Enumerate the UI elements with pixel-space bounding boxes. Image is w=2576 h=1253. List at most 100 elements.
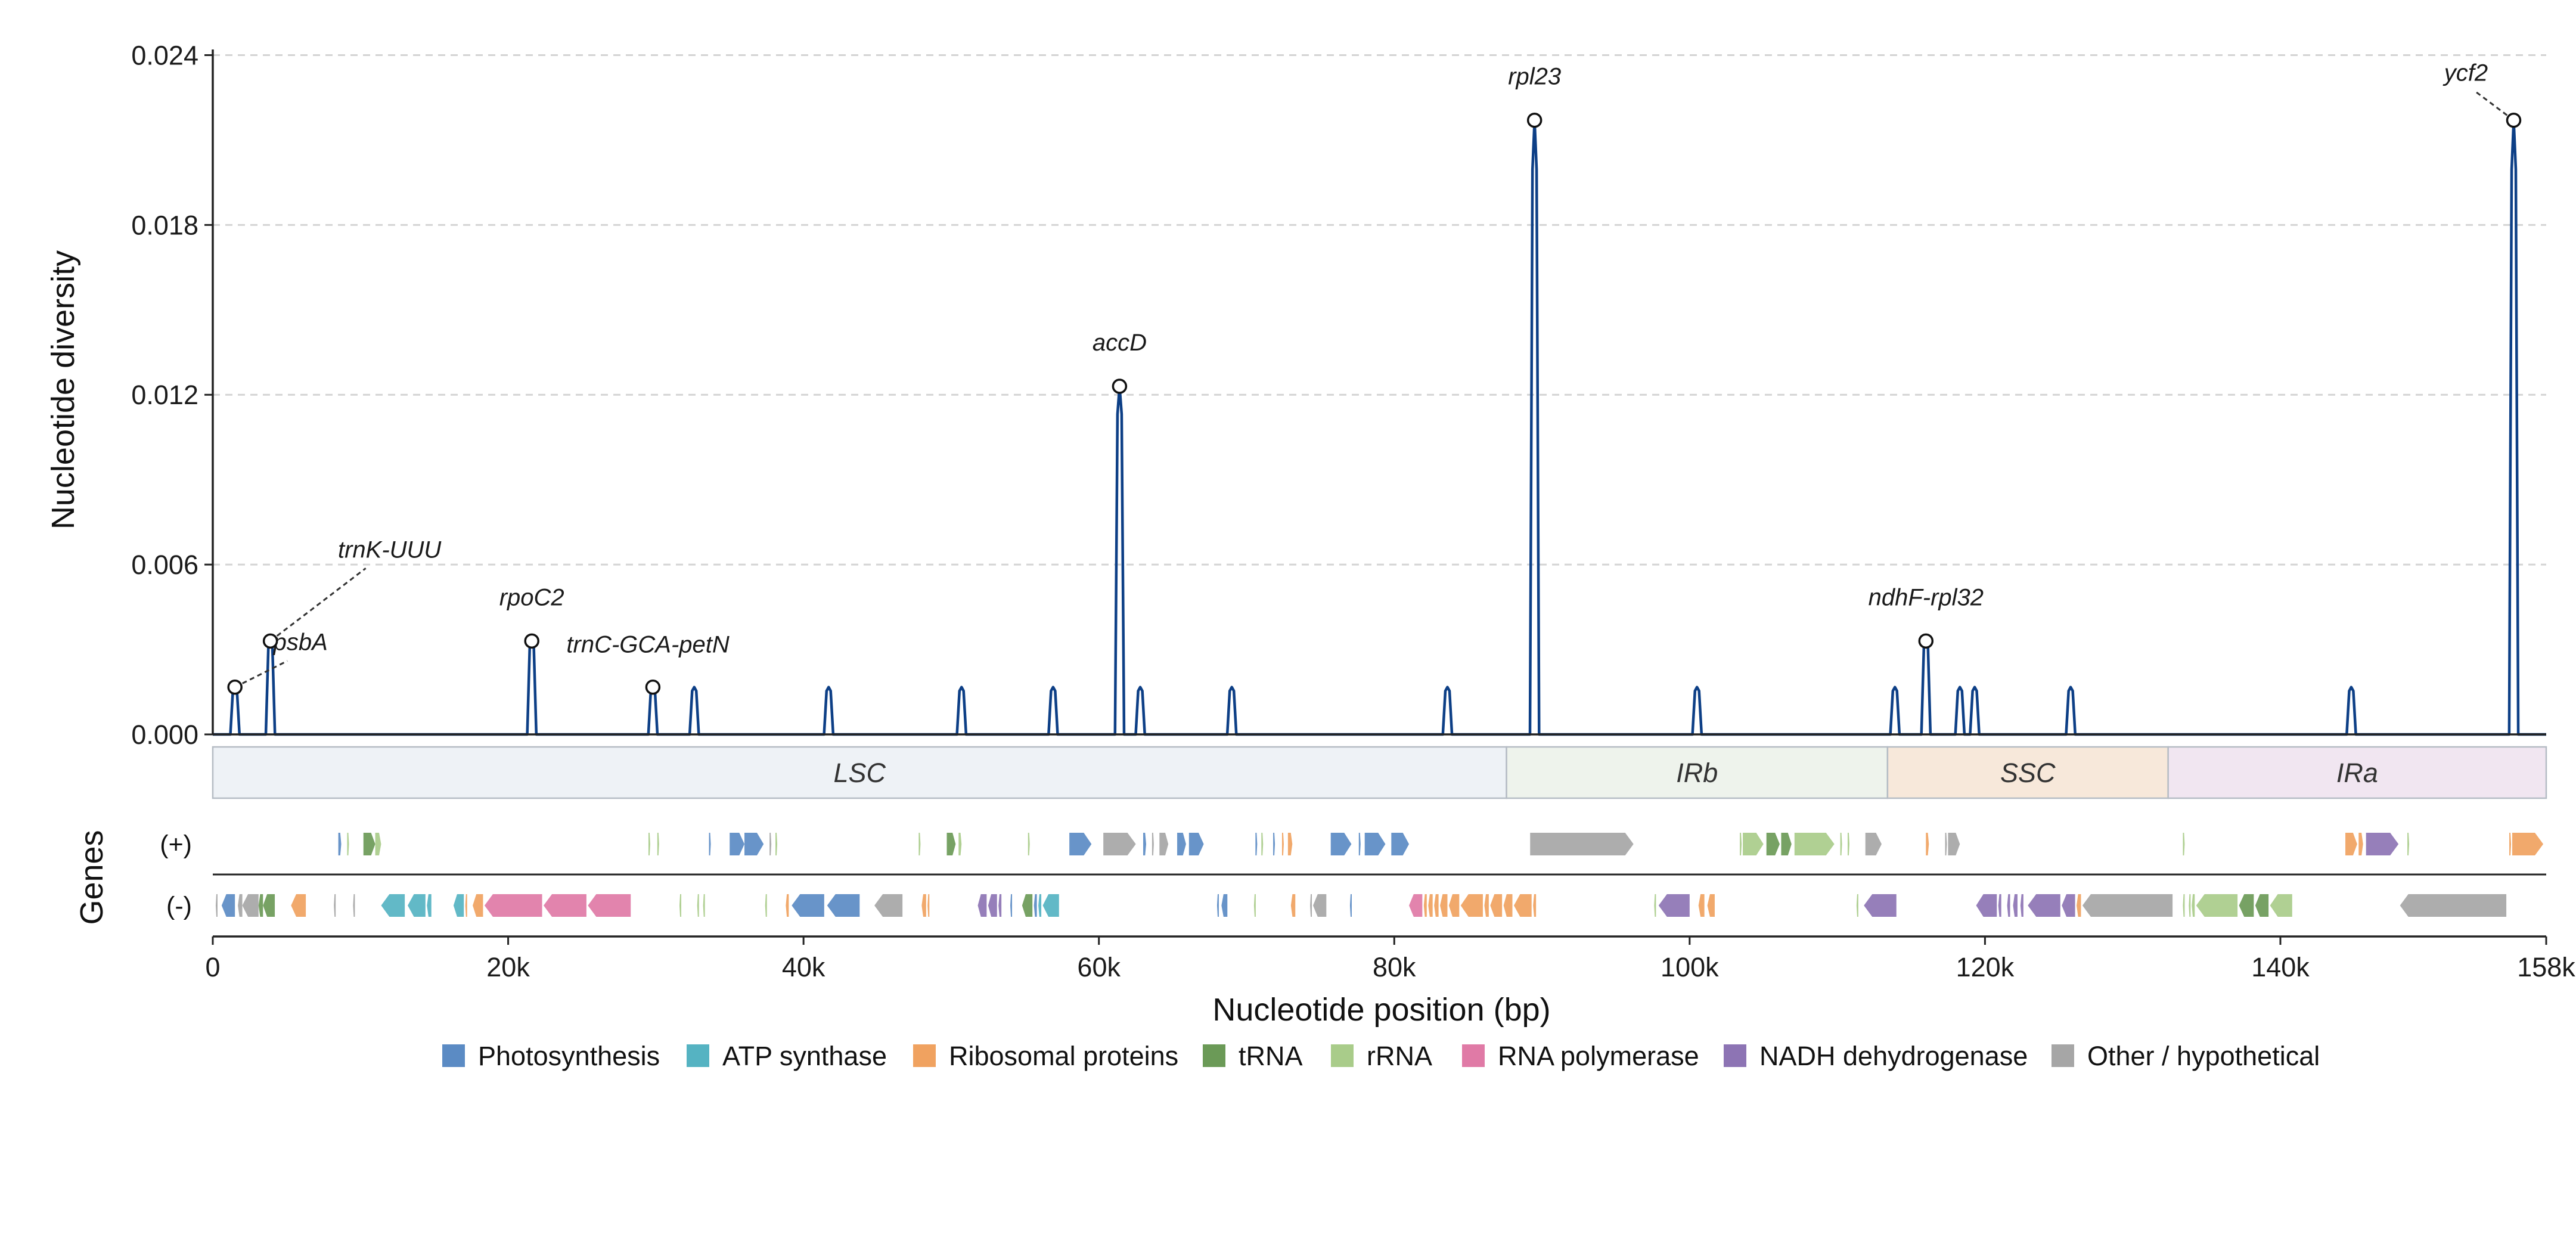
peak-marker: [1526, 112, 1543, 128]
gene-feature: [334, 894, 336, 917]
gene-feature: [1440, 894, 1448, 917]
gene-feature: [408, 894, 426, 917]
gene-feature: [1177, 833, 1186, 855]
annotation-leader: [234, 660, 288, 688]
gene-feature: [2407, 833, 2410, 855]
gene-feature: [1188, 833, 1204, 855]
gene-feature: [1409, 894, 1423, 917]
gene-feature: [1740, 833, 1742, 855]
gene-feature: [2400, 894, 2507, 917]
gene-feature: [363, 833, 375, 855]
gene-feature: [2077, 894, 2081, 917]
gene-feature: [484, 894, 542, 917]
gene-feature: [238, 894, 243, 917]
gene-feature: [2020, 894, 2023, 917]
region-irb: [1506, 746, 1889, 799]
gene-feature: [1434, 894, 1439, 917]
gene-feature: [1255, 833, 1258, 855]
gene-feature: [769, 833, 772, 855]
gene-feature: [703, 894, 705, 917]
gene-tracks: (+) (-): [160, 830, 2546, 938]
gene-feature: [1698, 894, 1705, 917]
gene-feature: [1781, 833, 1792, 855]
gene-feature: [1281, 833, 1284, 855]
gene-feature: [775, 833, 778, 855]
gene-feature: [1290, 894, 1296, 917]
grid-lines: [213, 54, 2546, 566]
y-axis-title: Nucleotide diversity: [45, 250, 81, 529]
gene-feature: [730, 833, 745, 855]
gene-feature: [1865, 833, 1882, 855]
y-tick-label: 0.024: [131, 40, 198, 70]
gene-feature: [1766, 833, 1780, 855]
gene-feature: [1159, 833, 1169, 855]
peak-marker: [1918, 633, 1934, 649]
gene-feature: [792, 894, 824, 917]
gene-feature: [1448, 894, 1460, 917]
region-ssc: [1886, 746, 2169, 799]
gene-feature: [2082, 894, 2173, 917]
peak-label: trnC-GCA-petN: [566, 632, 729, 658]
gene-feature: [588, 894, 631, 917]
gene-feature: [1460, 894, 1483, 917]
gene-feature: [2196, 894, 2238, 917]
gene-feature: [2007, 894, 2010, 917]
gene-feature: [1423, 894, 1427, 917]
peak-marker: [262, 633, 278, 649]
gene-feature: [918, 833, 921, 855]
gene-feature: [2183, 894, 2185, 917]
gene-feature: [1103, 833, 1136, 855]
region-lsc: [212, 746, 1507, 799]
gene-feature: [657, 833, 659, 855]
gene-feature: [1533, 894, 1537, 917]
gene-feature: [744, 833, 764, 855]
gene-feature: [1391, 833, 1410, 855]
gene-feature: [453, 894, 464, 917]
gene-feature: [1658, 894, 1690, 917]
peak-marker: [645, 679, 661, 695]
legend-label: NADH dehydrogenase: [1759, 1041, 2028, 1071]
gene-feature: [1998, 894, 2001, 917]
gene-feature: [1840, 833, 1842, 855]
gene-feature: [1976, 894, 1997, 917]
gene-feature: [338, 833, 342, 855]
legend: Photosynthesis ATP synthase Ribosomal prot…: [442, 1041, 2320, 1071]
gene-feature: [2192, 894, 2195, 917]
gene-feature: [958, 833, 962, 855]
gene-feature: [1022, 894, 1033, 917]
genome-regions: LSC IRb SSC IRa: [212, 746, 2547, 799]
legend-swatch: [2052, 1044, 2074, 1067]
gene-feature: [1654, 894, 1656, 917]
peak-label: psbA: [273, 629, 328, 656]
gene-feature: [1490, 894, 1503, 917]
gene-feature: [2509, 833, 2512, 855]
gene-feature: [1707, 894, 1715, 917]
strand-label: (-): [166, 892, 192, 920]
peak-label: rpoC2: [499, 584, 564, 610]
region-label: SSC: [2000, 758, 2056, 788]
region-label: LSC: [834, 758, 886, 788]
gene-feature: [1312, 894, 1327, 917]
x-tick-label: 0: [205, 952, 220, 982]
gene-feature: [921, 894, 926, 917]
gene-feature: [221, 894, 235, 917]
legend-label: rRNA: [1367, 1041, 1432, 1071]
gene-feature: [1358, 833, 1361, 855]
gene-feature: [1349, 894, 1352, 917]
strand-label: (+): [160, 830, 192, 859]
gene-feature: [1261, 833, 1264, 855]
gene-feature: [1847, 833, 1849, 855]
gene-feature: [1794, 833, 1835, 855]
gene-feature: [827, 894, 860, 917]
legend-label: Ribosomal proteins: [949, 1041, 1178, 1071]
gene-feature: [2062, 894, 2075, 917]
peak-label: ndhF-rpl32: [1869, 584, 1984, 610]
gene-feature: [375, 833, 381, 855]
gene-feature: [473, 894, 483, 917]
x-tick-label: 60k: [1077, 952, 1121, 982]
gene-feature: [1253, 894, 1256, 917]
gene-feature: [353, 894, 355, 917]
gene-feature: [1216, 894, 1219, 917]
gene-feature: [1503, 894, 1513, 917]
